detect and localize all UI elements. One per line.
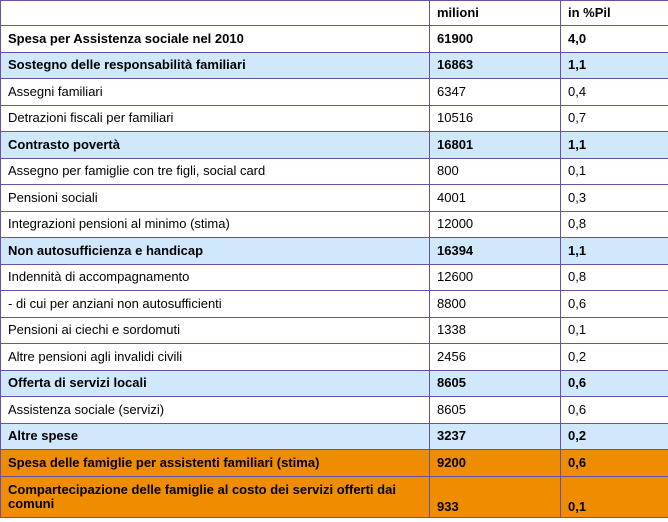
row-milioni: 12600 [429,263,561,291]
row-label: Assegno per famiglie con tre figli, soci… [0,157,430,185]
table-row: Non autosufficienza e handicap 16394 1,1 [0,237,668,265]
row-milioni: 8605 [429,369,561,397]
row-milioni: 9200 [429,449,561,477]
row-pil: 0,1 [560,316,668,344]
row-milioni: 16394 [429,237,561,265]
table-row: Pensioni ai ciechi e sordomuti 1338 0,1 [0,316,668,344]
table-row: Compartecipazione delle famiglie al cost… [0,475,668,518]
table-row: Detrazioni fiscali per familiari 10516 0… [0,104,668,132]
row-label: Pensioni sociali [0,184,430,212]
table-header-row: milioni in %Pil [0,0,668,26]
row-milioni: 6347 [429,78,561,106]
row-pil: 0,1 [560,157,668,185]
header-pil: in %Pil [560,0,668,26]
row-label: Altre spese [0,422,430,450]
header-milioni: milioni [429,0,561,26]
table-row: Integrazioni pensioni al minimo (stima) … [0,210,668,238]
table-row: Indennità di accompagnamento 12600 0,8 [0,263,668,291]
row-pil: 0,6 [560,369,668,397]
header-label-column [0,0,430,26]
row-label: Sostegno delle responsabilità familiari [0,51,430,79]
table-row: Pensioni sociali 4001 0,3 [0,184,668,212]
row-label: Indennità di accompagnamento [0,263,430,291]
table-row: Assegno per famiglie con tre figli, soci… [0,157,668,185]
table-row: Spesa per Assistenza sociale nel 2010 61… [0,25,668,53]
row-milioni: 8800 [429,290,561,318]
row-pil: 4,0 [560,25,668,53]
row-milioni: 10516 [429,104,561,132]
row-pil: 1,1 [560,131,668,159]
row-label: Contrasto povertà [0,131,430,159]
row-milioni: 4001 [429,184,561,212]
row-pil: 1,1 [560,51,668,79]
table-row: Offerta di servizi locali 8605 0,6 [0,369,668,397]
row-pil: 0,3 [560,184,668,212]
row-label: Assistenza sociale (servizi) [0,396,430,424]
row-pil: 0,8 [560,210,668,238]
row-label: Altre pensioni agli invalidi civili [0,343,430,371]
row-label: - di cui per anziani non autosufficienti [0,290,430,318]
row-pil: 1,1 [560,237,668,265]
row-milioni: 1338 [429,316,561,344]
row-pil: 0,2 [560,343,668,371]
row-pil: 0,4 [560,78,668,106]
row-label: Spesa per Assistenza sociale nel 2010 [0,25,430,53]
table-row: Altre pensioni agli invalidi civili 2456… [0,343,668,371]
table-row: Assegni familiari 6347 0,4 [0,78,668,106]
row-milioni: 12000 [429,210,561,238]
table-row: Sostegno delle responsabilità familiari … [0,51,668,79]
table-row: Assistenza sociale (servizi) 8605 0,6 [0,396,668,424]
row-pil: 0,1 [560,475,668,518]
row-milioni: 2456 [429,343,561,371]
row-milioni: 8605 [429,396,561,424]
row-milioni: 933 [429,475,561,518]
row-label: Compartecipazione delle famiglie al cost… [0,475,430,518]
row-label: Detrazioni fiscali per familiari [0,104,430,132]
table-row: Spesa delle famiglie per assistenti fami… [0,449,668,477]
row-label: Pensioni ai ciechi e sordomuti [0,316,430,344]
row-pil: 0,6 [560,396,668,424]
row-label: Non autosufficienza e handicap [0,237,430,265]
row-label: Spesa delle famiglie per assistenti fami… [0,449,430,477]
row-pil: 0,7 [560,104,668,132]
row-milioni: 3237 [429,422,561,450]
row-pil: 0,6 [560,449,668,477]
row-label: Offerta di servizi locali [0,369,430,397]
row-milioni: 61900 [429,25,561,53]
row-label: Assegni familiari [0,78,430,106]
table-row: Contrasto povertà 16801 1,1 [0,131,668,159]
table-row: Altre spese 3237 0,2 [0,422,668,450]
row-pil: 0,6 [560,290,668,318]
row-milioni: 800 [429,157,561,185]
row-milioni: 16801 [429,131,561,159]
row-milioni: 16863 [429,51,561,79]
row-label: Integrazioni pensioni al minimo (stima) [0,210,430,238]
table-row: - di cui per anziani non autosufficienti… [0,290,668,318]
row-pil: 0,2 [560,422,668,450]
row-pil: 0,8 [560,263,668,291]
